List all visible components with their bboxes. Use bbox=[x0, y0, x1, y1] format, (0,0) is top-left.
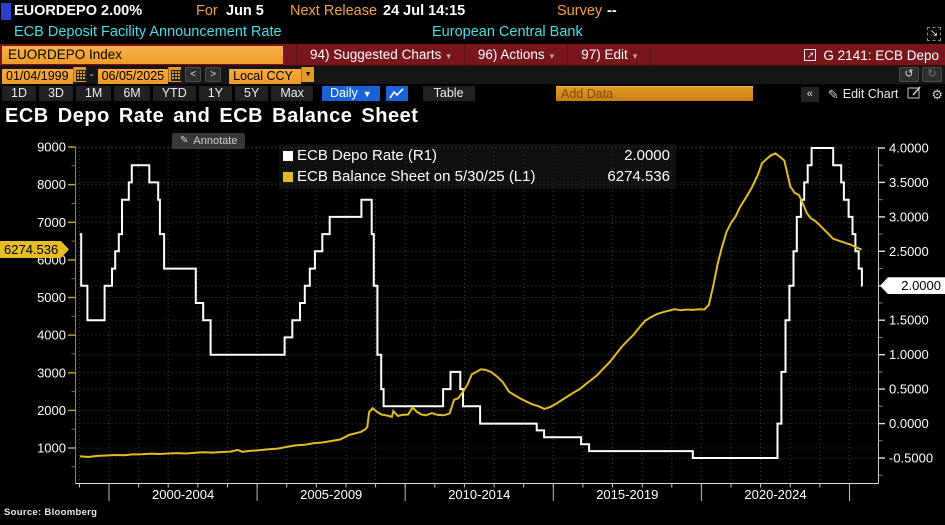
menu-items: 94) Suggested Charts ▾ 96) Actions ▾ 97) Edi… bbox=[296, 44, 652, 66]
security-header: EUORDEPO 2.00% For Jun 5 Next Release 24… bbox=[0, 0, 945, 44]
x-axis-band-label: 2005-2009 bbox=[300, 487, 362, 502]
left-axis-tick-label: 8000 bbox=[37, 177, 66, 192]
table-button[interactable]: Table bbox=[422, 86, 475, 101]
next-period-button[interactable]: > bbox=[205, 67, 222, 82]
legend-label: ECB Balance Sheet on 5/30/25 (L1) bbox=[297, 168, 536, 185]
source-attribution: Source: Bloomberg bbox=[4, 507, 98, 518]
chart-title: ECB Depo Rate and ECB Balance Sheet bbox=[5, 105, 419, 127]
prev-period-button[interactable]: < bbox=[185, 67, 202, 82]
legend-item[interactable]: ECB Balance Sheet on 5/30/25 (L1) 6274.53… bbox=[283, 166, 670, 187]
period-button-3d[interactable]: 3D bbox=[38, 86, 73, 101]
right-axis-tick-label: 1.5000 bbox=[889, 313, 929, 328]
legend-swatch bbox=[283, 150, 293, 161]
currency-select[interactable]: Local CCY bbox=[229, 69, 302, 84]
left-axis-tick-label: 9000 bbox=[37, 140, 66, 155]
end-date-input[interactable]: 06/05/2025 bbox=[97, 69, 169, 84]
period-button-6m[interactable]: 6M bbox=[114, 86, 150, 101]
calendar-icon[interactable] bbox=[168, 67, 183, 82]
right-axis-tick-label: -0.5000 bbox=[889, 451, 933, 466]
for-date: Jun 5 bbox=[226, 3, 264, 19]
chart-toolbar: 1D 3D 1M 6M YTD 1Y 5Y Max Daily ▼ Table Add Data «… bbox=[0, 84, 945, 103]
frequency-select[interactable]: Daily ▼ bbox=[321, 86, 380, 101]
next-release-label: Next Release bbox=[290, 3, 378, 19]
next-release-value: 24 Jul 14:15 bbox=[383, 3, 466, 19]
chart-edit-icon[interactable] bbox=[907, 86, 922, 102]
period-button-max[interactable]: Max bbox=[271, 86, 313, 101]
last-rate-value: 2.00% bbox=[101, 3, 143, 19]
period-buttons: 1D 3D 1M 6M YTD 1Y 5Y Max Daily ▼ Table bbox=[2, 86, 475, 101]
legend-item[interactable]: ECB Depo Rate (R1) 2.0000 bbox=[283, 145, 670, 166]
right-axis-tick-label: 3.5000 bbox=[889, 175, 929, 190]
for-label: For bbox=[196, 3, 218, 19]
series-line-balance-sheet[interactable] bbox=[79, 152, 862, 459]
x-axis-band-label: 2000-2004 bbox=[152, 487, 214, 502]
right-axis-badge: 2.0000 bbox=[880, 277, 945, 295]
collapse-button[interactable]: « bbox=[800, 86, 819, 102]
right-axis-tick-label: 0.5000 bbox=[889, 382, 929, 397]
date-separator: - bbox=[89, 67, 94, 81]
menubar-item[interactable]: 96) Actions ▾ bbox=[465, 44, 569, 66]
annotate-button[interactable]: ✎ Annotate bbox=[172, 133, 246, 149]
gear-icon[interactable]: ⚙ bbox=[931, 86, 943, 102]
period-button-1y[interactable]: 1Y bbox=[198, 86, 233, 101]
menubar-item[interactable]: 94) Suggested Charts ▾ bbox=[296, 44, 465, 66]
start-date-input[interactable]: 01/04/1999 bbox=[2, 69, 73, 84]
chevron-down-icon[interactable]: ▼ bbox=[301, 67, 315, 82]
left-axis-tick-label: 1000 bbox=[37, 441, 66, 456]
period-button-1d[interactable]: 1D bbox=[2, 86, 36, 101]
left-axis-badge: 6274.536 bbox=[0, 241, 69, 258]
right-axis-tick-label: 0.0000 bbox=[889, 416, 929, 431]
x-axis-band-label: 2020-2024 bbox=[744, 487, 806, 502]
edit-chart-label: Edit Chart bbox=[842, 87, 899, 101]
legend-value: 2.0000 bbox=[624, 147, 670, 164]
survey-value: -- bbox=[607, 3, 617, 19]
chart-legend: ECB Depo Rate (R1) 2.0000 ECB Balance Shee… bbox=[279, 144, 676, 189]
legend-value: 6274.536 bbox=[607, 168, 670, 185]
legend-label: ECB Depo Rate (R1) bbox=[297, 147, 438, 164]
left-axis-tick-label: 3000 bbox=[37, 365, 66, 380]
add-data-input[interactable]: Add Data bbox=[556, 86, 753, 101]
redo-icon[interactable]: ↻ bbox=[922, 67, 942, 82]
issuer-name: European Central Bank bbox=[432, 24, 583, 40]
chart-plot[interactable]: 9000800070006000500040003000200010004.00… bbox=[0, 130, 945, 505]
date-bar: 01/04/1999 - 06/05/2025 < > Local CCY ▼ ↺… bbox=[0, 66, 945, 84]
menu-bar: EUORDEPO Index 94) Suggested Charts ▾ 96) … bbox=[0, 44, 945, 66]
line-chart-icon[interactable] bbox=[385, 86, 408, 101]
survey-label: Survey bbox=[557, 3, 603, 19]
chart-tag-label: G 2141: ECB Depo bbox=[823, 47, 939, 63]
right-axis-tick-label: 2.5000 bbox=[889, 244, 929, 259]
series-line-depo-rate[interactable] bbox=[79, 147, 863, 459]
ticker-symbol: EUORDEPO bbox=[14, 3, 97, 19]
legend-swatch bbox=[283, 171, 293, 182]
left-axis-tick-label: 7000 bbox=[37, 215, 66, 230]
left-axis-tick-label: 5000 bbox=[37, 290, 66, 305]
calendar-icon[interactable] bbox=[72, 67, 87, 82]
annotate-label: Annotate bbox=[193, 135, 238, 147]
x-axis-band-label: 2015-2019 bbox=[596, 487, 658, 502]
period-button-ytd[interactable]: YTD bbox=[152, 86, 196, 101]
right-axis-tick-label: 1.0000 bbox=[889, 347, 929, 362]
left-axis-tick-label: 2000 bbox=[37, 403, 66, 418]
annotate-pencil-icon: ✎ bbox=[180, 135, 189, 146]
security-description: ECB Deposit Facility Announcement Rate bbox=[14, 24, 282, 40]
period-button-1m[interactable]: 1M bbox=[75, 86, 112, 101]
pencil-icon: ✎ bbox=[827, 86, 839, 102]
expand-icon[interactable]: ↘ bbox=[927, 27, 941, 41]
period-button-5y[interactable]: 5Y bbox=[235, 86, 269, 101]
undo-icon[interactable]: ↺ bbox=[899, 67, 919, 82]
chart-area: 9000 8000 7000 6000 5000 4000 3000 2000 1000 4.00… bbox=[0, 130, 945, 505]
edit-chart-button[interactable]: ✎ Edit Chart bbox=[828, 87, 899, 102]
menubar-item[interactable]: 97) Edit ▾ bbox=[568, 44, 652, 66]
right-axis-tick-label: 4.0000 bbox=[889, 141, 929, 156]
x-axis-band-label: 2010-2014 bbox=[448, 487, 510, 502]
left-axis-tick-label: 4000 bbox=[37, 328, 66, 343]
security-input[interactable]: EUORDEPO Index bbox=[2, 46, 283, 64]
launch-icon[interactable]: ↗ bbox=[804, 49, 817, 61]
chart-tag: ↗ G 2141: ECB Depo bbox=[804, 44, 939, 66]
cursor-block bbox=[1, 3, 11, 20]
right-axis-tick-label: 3.0000 bbox=[889, 209, 929, 224]
